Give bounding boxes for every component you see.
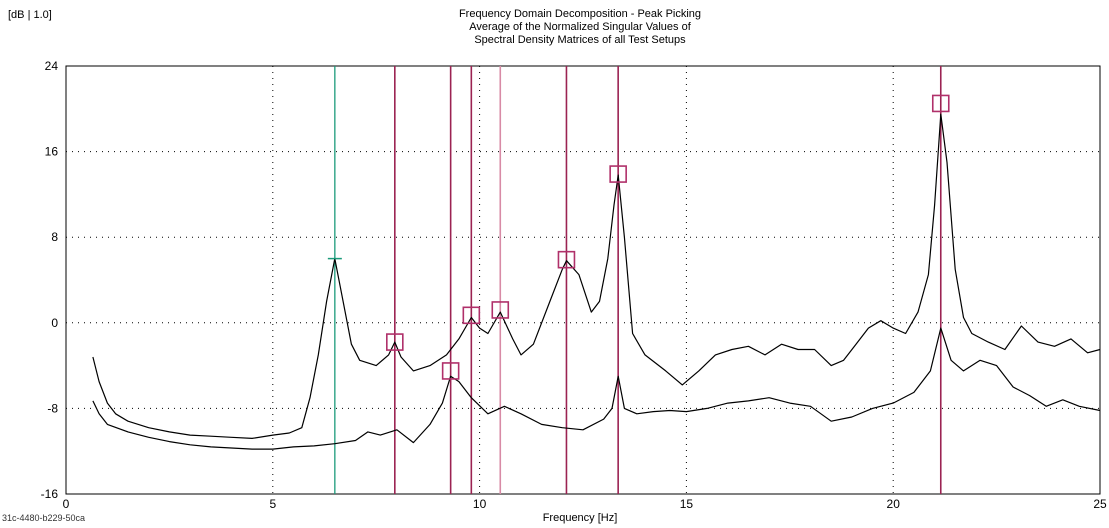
- chart-title-line-3: Spectral Density Matrices of all Test Se…: [474, 34, 686, 46]
- y-tick-label: 0: [51, 316, 58, 330]
- x-tick-label: 5: [269, 497, 276, 511]
- x-tick-label: 10: [473, 497, 487, 511]
- plot-frame: [65, 65, 1101, 495]
- y-tick-label: -16: [41, 487, 59, 501]
- series-line-lower: [92, 327, 1101, 450]
- chart-title: Frequency Domain Decomposition - Peak Pi…: [300, 8, 860, 47]
- chart-title-line-1: Frequency Domain Decomposition - Peak Pi…: [458, 8, 702, 20]
- x-axis-title: Frequency [Hz]: [542, 512, 618, 524]
- peak-marker: [441, 362, 460, 380]
- peak-marker: [931, 94, 950, 113]
- peak-marker: [609, 165, 627, 183]
- peak-marker: [386, 333, 404, 351]
- y-tick-label: 16: [45, 145, 59, 159]
- y-unit-label: [dB | 1.0]: [8, 9, 52, 21]
- x-tick-label: 25: [1093, 497, 1107, 511]
- series-line-upper: [92, 113, 1101, 439]
- y-tick-label: -8: [47, 401, 58, 415]
- x-tick-label: 0: [63, 497, 70, 511]
- peak-marker: [462, 306, 481, 325]
- y-tick-label: 8: [51, 230, 58, 244]
- x-tick-label: 15: [680, 497, 694, 511]
- y-tick-label: 24: [45, 59, 59, 73]
- footer-id: 31c-4480-b229-50ca: [2, 513, 86, 523]
- peak-marker: [491, 301, 510, 319]
- chart-title-line-2: Average of the Normalized Singular Value…: [469, 21, 691, 33]
- x-tick-label: 20: [887, 497, 901, 511]
- peak-marker: [557, 250, 576, 269]
